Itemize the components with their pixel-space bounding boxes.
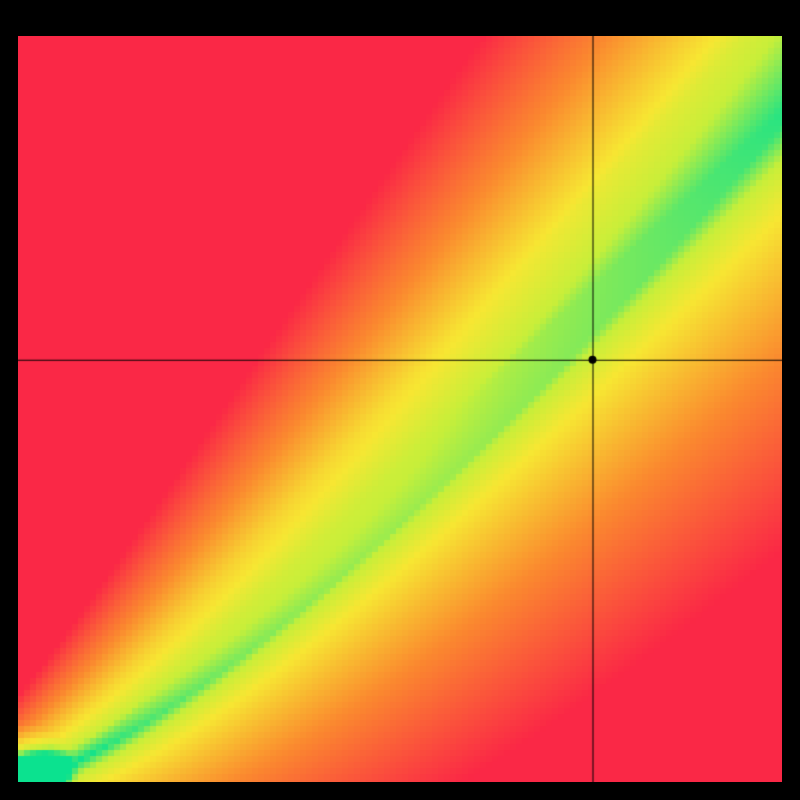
- plot-area: [18, 36, 782, 782]
- crosshair-canvas: [18, 36, 782, 782]
- chart-container: TheBottleneck.com: [0, 0, 800, 800]
- watermark-text: TheBottleneck.com: [561, 6, 782, 34]
